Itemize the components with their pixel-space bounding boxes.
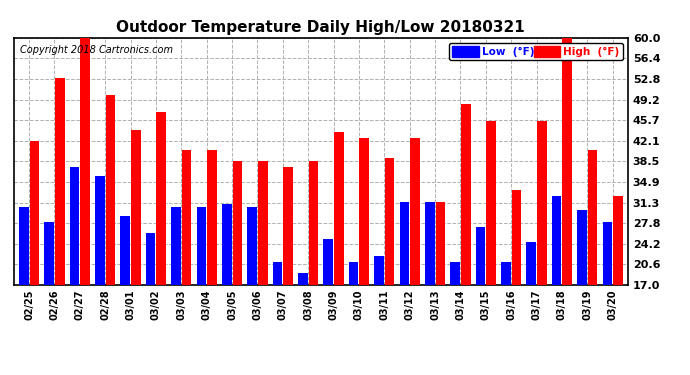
Bar: [425, 201, 435, 285]
Title: Outdoor Temperature Daily High/Low 20180321: Outdoor Temperature Daily High/Low 20180…: [117, 20, 525, 35]
Bar: [410, 138, 420, 285]
Bar: [171, 207, 181, 285]
Bar: [501, 262, 511, 285]
Bar: [284, 167, 293, 285]
Legend: Low  (°F), High  (°F): Low (°F), High (°F): [449, 43, 622, 60]
Text: Copyright 2018 Cartronics.com: Copyright 2018 Cartronics.com: [20, 45, 173, 55]
Bar: [385, 158, 395, 285]
Bar: [298, 273, 308, 285]
Bar: [146, 233, 155, 285]
Bar: [562, 38, 572, 285]
Bar: [613, 196, 623, 285]
Bar: [19, 207, 28, 285]
Bar: [435, 201, 445, 285]
Bar: [359, 138, 369, 285]
Bar: [461, 104, 471, 285]
Bar: [348, 262, 358, 285]
Bar: [374, 256, 384, 285]
Bar: [44, 222, 54, 285]
Bar: [131, 130, 141, 285]
Bar: [526, 242, 536, 285]
Bar: [588, 150, 598, 285]
Bar: [222, 204, 232, 285]
Bar: [552, 196, 562, 285]
Bar: [308, 161, 318, 285]
Bar: [106, 95, 115, 285]
Bar: [602, 222, 612, 285]
Bar: [207, 150, 217, 285]
Bar: [30, 141, 39, 285]
Bar: [120, 216, 130, 285]
Bar: [233, 161, 242, 285]
Bar: [55, 78, 65, 285]
Bar: [80, 32, 90, 285]
Bar: [273, 262, 282, 285]
Bar: [486, 121, 496, 285]
Bar: [247, 207, 257, 285]
Bar: [70, 167, 79, 285]
Bar: [324, 239, 333, 285]
Bar: [537, 121, 546, 285]
Bar: [577, 210, 586, 285]
Bar: [197, 207, 206, 285]
Bar: [334, 132, 344, 285]
Bar: [475, 228, 485, 285]
Bar: [451, 262, 460, 285]
Bar: [181, 150, 191, 285]
Bar: [95, 176, 105, 285]
Bar: [512, 190, 522, 285]
Bar: [258, 161, 268, 285]
Bar: [157, 112, 166, 285]
Bar: [400, 201, 409, 285]
